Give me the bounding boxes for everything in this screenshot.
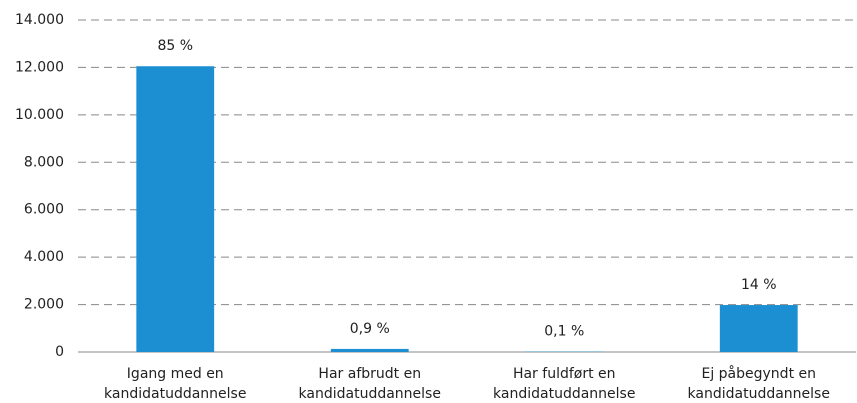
x-tick-label: Har afbrudt en [318, 366, 421, 382]
bar-annotation: 0,1 % [544, 324, 584, 340]
y-tick-label: 14.000 [15, 12, 64, 28]
bar [136, 66, 215, 352]
y-tick-label: 12.000 [15, 59, 64, 75]
bar [330, 348, 409, 352]
bar-annotation: 85 % [157, 38, 193, 54]
y-tick-label: 0 [55, 344, 64, 360]
y-tick-label: 6.000 [24, 202, 64, 218]
y-tick-label: 10.000 [15, 107, 64, 123]
y-tick-label: 2.000 [24, 297, 64, 313]
y-tick-label: 4.000 [24, 249, 64, 265]
x-tick-label: kandidatuddannelse [688, 386, 830, 402]
x-tick-label: kandidatuddannelse [493, 386, 635, 402]
x-tick-label: Har fuldført en [513, 366, 616, 382]
x-tick-label: Igang med en [127, 366, 224, 382]
bar-annotation: 14 % [741, 277, 777, 293]
x-tick-label: kandidatuddannelse [299, 386, 441, 402]
x-tick-label: kandidatuddannelse [104, 386, 246, 402]
bar [719, 305, 798, 352]
y-tick-label: 8.000 [24, 154, 64, 170]
bar-annotation: 0,9 % [350, 321, 390, 337]
x-tick-label: Ej påbegyndt en [701, 365, 816, 382]
